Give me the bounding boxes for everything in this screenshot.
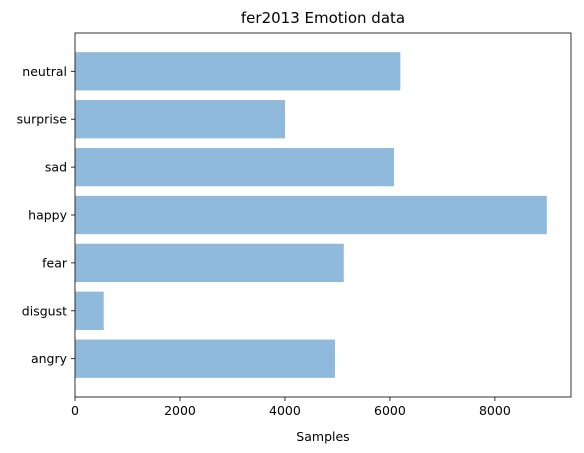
bars-group — [75, 52, 547, 378]
x-tick-label-0: 0 — [71, 403, 79, 418]
axes-group: angry disgust fear happy sad surprise neutral 0… — [17, 32, 572, 418]
y-tick-label-disgust: disgust — [22, 303, 67, 318]
y-tick-label-happy: happy — [28, 208, 67, 223]
x-axis-title: Samples — [296, 429, 349, 444]
y-tick-label-fear: fear — [42, 255, 68, 270]
chart-title: fer2013 Emotion data — [241, 9, 405, 27]
y-tick-label-sad: sad — [45, 160, 67, 175]
x-tick-label-6000: 6000 — [374, 403, 406, 418]
x-tick-label-8000: 8000 — [479, 403, 511, 418]
y-tick-label-neutral: neutral — [22, 64, 67, 79]
bar-surprise — [75, 100, 286, 139]
y-tick-label-surprise: surprise — [17, 112, 68, 127]
x-tick-label-4000: 4000 — [269, 403, 301, 418]
bar-sad — [75, 147, 394, 187]
bar-disgust — [75, 291, 104, 330]
bar-happy — [75, 195, 547, 235]
bar-angry — [75, 339, 335, 378]
bar-neutral — [75, 52, 401, 91]
bar-fear — [75, 243, 344, 283]
x-tick-label-2000: 2000 — [164, 403, 196, 418]
y-tick-label-angry: angry — [31, 351, 68, 366]
